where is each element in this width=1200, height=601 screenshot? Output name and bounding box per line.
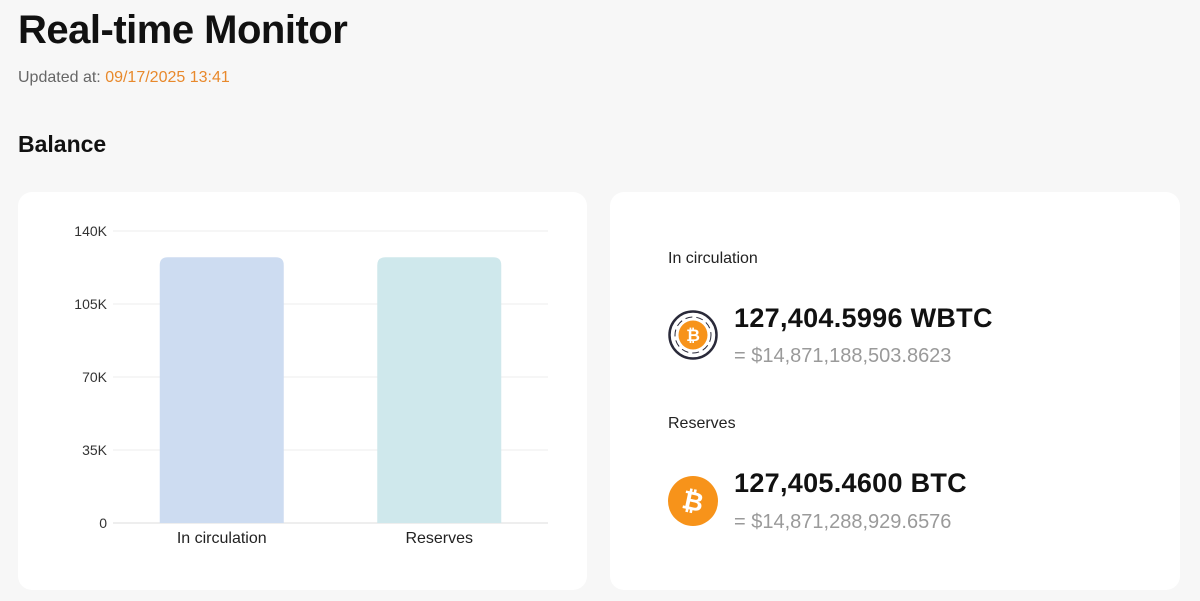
updated-label: Updated at: (18, 69, 101, 86)
page-title: Real-time Monitor (18, 8, 348, 52)
circulation-label: In circulation (668, 250, 758, 267)
reserves-label: Reserves (668, 415, 736, 432)
reserves-usd: = $14,871,288,929.6576 (734, 511, 952, 533)
y-tick-label: 140K (74, 223, 107, 239)
y-tick-label: 105K (74, 296, 107, 312)
updated-time: 09/17/2025 13:41 (105, 69, 230, 86)
y-tick-label: 0 (99, 515, 107, 531)
reserves-amount: 127,405.4600 BTC (734, 468, 967, 498)
balance-chart-card: 0 35K 70K 105K 140K In circulation Reserves (18, 192, 587, 590)
updated-at: Updated at: 09/17/2025 13:41 (18, 68, 230, 88)
svg-text:₿: ₿ (686, 326, 700, 346)
circulation-usd: = $14,871,188,503.8623 (734, 345, 952, 367)
x-category-label: Reserves (405, 530, 473, 547)
x-category-label: In circulation (177, 530, 267, 547)
btc-icon: ₿ (668, 476, 718, 526)
y-tick-label: 70K (82, 369, 108, 385)
y-tick-label: 35K (82, 442, 108, 458)
balance-bar-chart: 0 35K 70K 105K 140K In circulation Reserves (74, 223, 548, 547)
section-title-balance: Balance (18, 131, 107, 157)
bar-in-circulation[interactable] (159, 257, 284, 523)
bar-reserves[interactable] (377, 257, 502, 523)
circulation-amount: 127,404.5996 WBTC (734, 303, 993, 333)
wbtc-icon: ₿ (668, 310, 718, 360)
balance-info-card: In circulation ₿ 127,404.5996 WBTC = $14… (610, 192, 1180, 590)
